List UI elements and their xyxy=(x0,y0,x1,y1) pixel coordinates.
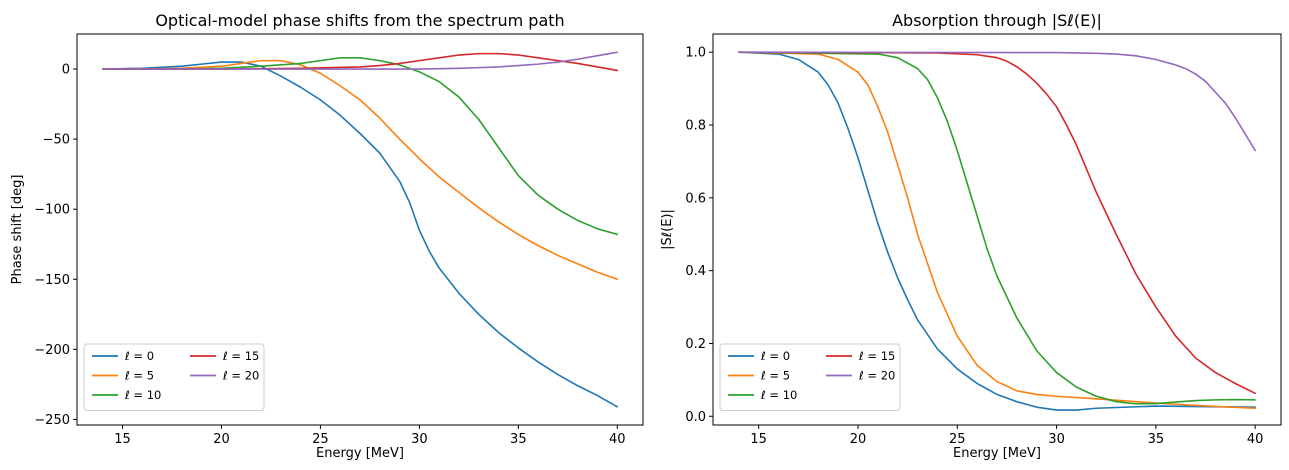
x-tick-label: 15 xyxy=(114,432,131,447)
x-tick-label: 25 xyxy=(949,432,966,447)
x-tick-label: 30 xyxy=(1048,432,1065,447)
legend xyxy=(719,343,901,411)
legend-label: ℓ = 15 xyxy=(222,349,259,363)
legend-label: ℓ = 10 xyxy=(760,388,797,402)
x-tick-label: 35 xyxy=(510,432,527,447)
x-tick-label: 25 xyxy=(312,432,329,447)
x-tick-label: 20 xyxy=(850,432,867,447)
y-axis-label: Phase shift [deg] xyxy=(10,175,25,285)
y-tick-label: −150 xyxy=(34,273,70,288)
series-line-4 xyxy=(738,51,1256,152)
y-tick-label: −50 xyxy=(43,133,70,148)
phase-shift-chart: 15 20 25 30 35 40 0 −50 −100 −150 −200 −250 Optical-… xyxy=(10,11,644,461)
plot-frame xyxy=(76,33,644,426)
series-line-4 xyxy=(101,51,619,70)
series-line-0 xyxy=(738,51,1256,411)
legend-label: ℓ = 0 xyxy=(124,349,154,363)
y-tick-label: 0.6 xyxy=(685,191,706,206)
x-tick-label: 40 xyxy=(609,432,626,447)
legend-label: ℓ = 10 xyxy=(124,388,161,402)
series-line-1 xyxy=(101,59,619,281)
x-tick-label: 40 xyxy=(1247,432,1264,447)
absorption-chart: 15 20 25 30 35 40 0.0 0.2 0.4 0.6 0.8 1.0 Absorption… xyxy=(660,11,1282,461)
x-tick-label: 20 xyxy=(213,432,230,447)
y-tick-label: 0.8 xyxy=(685,119,706,134)
chart-title: Optical-model phase shifts from the spec… xyxy=(155,11,564,30)
legend xyxy=(83,343,265,411)
x-axis-label: Energy [MeV] xyxy=(316,446,404,461)
legend-label: ℓ = 5 xyxy=(124,369,154,383)
x-tick-label: 30 xyxy=(411,432,428,447)
plot-frame xyxy=(712,33,1282,426)
series-line-0 xyxy=(101,61,619,408)
series-line-2 xyxy=(738,51,1256,405)
y-tick-label: −200 xyxy=(34,343,70,358)
x-tick-label: 15 xyxy=(750,432,767,447)
x-axis-label: Energy [MeV] xyxy=(953,446,1041,461)
legend-label: ℓ = 20 xyxy=(858,369,895,383)
y-tick-label: 0.0 xyxy=(685,410,706,425)
legend-label: ℓ = 5 xyxy=(760,369,790,383)
y-tick-label: 1.0 xyxy=(685,46,706,61)
x-tick-label: 35 xyxy=(1148,432,1165,447)
legend-label: ℓ = 20 xyxy=(222,369,259,383)
chart-title: Absorption through |Sℓ(E)| xyxy=(892,11,1102,30)
series-line-2 xyxy=(101,57,619,236)
y-tick-label: −100 xyxy=(34,203,70,218)
legend-label: ℓ = 0 xyxy=(760,349,790,363)
series-line-3 xyxy=(738,51,1256,395)
y-tick-label: 0 xyxy=(62,63,70,78)
y-tick-label: 0.4 xyxy=(685,264,706,279)
y-axis-label: |Sℓ(E)| xyxy=(660,209,675,250)
y-tick-label: 0.2 xyxy=(685,337,706,352)
legend-label: ℓ = 15 xyxy=(858,349,895,363)
y-tick-label: −250 xyxy=(34,413,70,428)
